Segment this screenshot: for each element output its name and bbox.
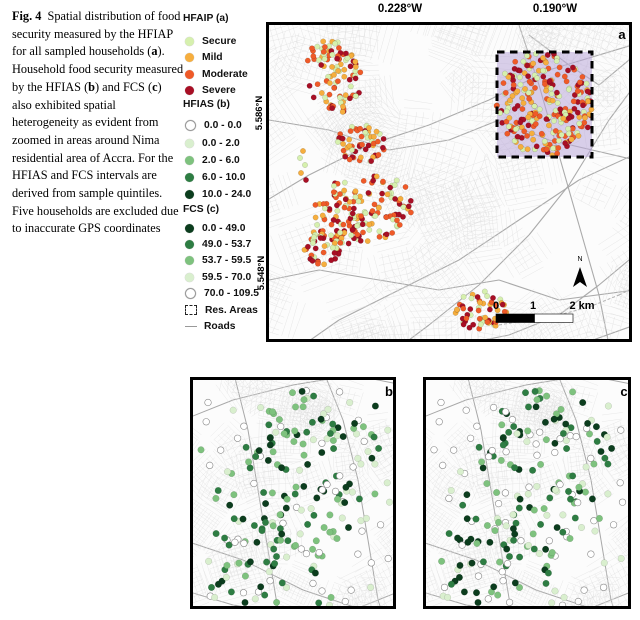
svg-text:0: 0 <box>493 300 499 312</box>
svg-text:2 km: 2 km <box>569 300 594 312</box>
svg-text:c: c <box>620 384 627 399</box>
svg-text:b: b <box>385 384 393 399</box>
svg-text:a: a <box>618 27 626 42</box>
svg-text:N: N <box>577 256 582 263</box>
svg-text:1: 1 <box>530 300 536 312</box>
